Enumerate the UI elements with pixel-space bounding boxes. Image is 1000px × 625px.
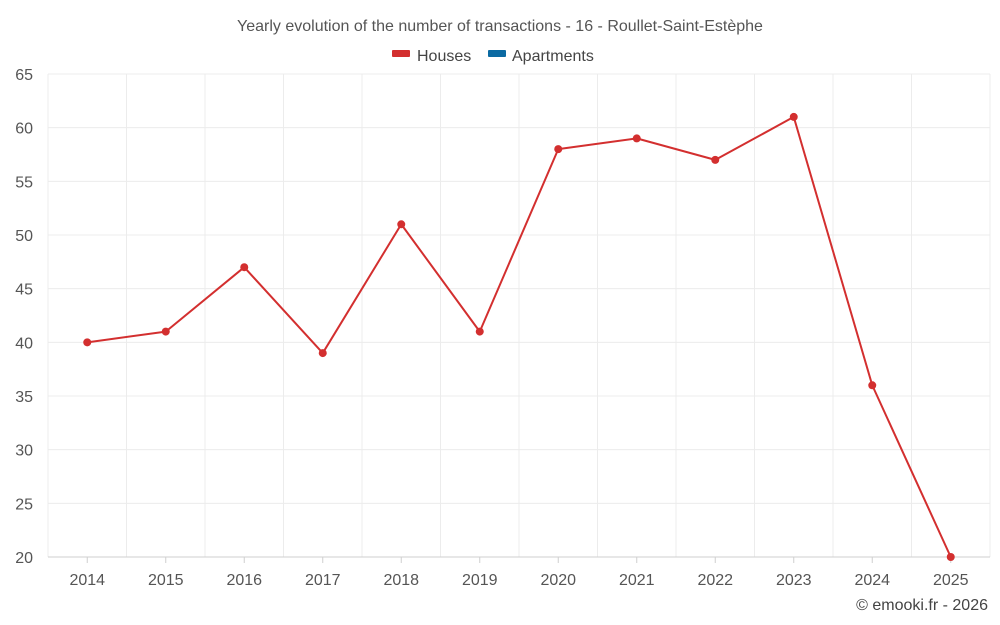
- x-axis: 2014 2015 2016 2017 2018 2019 2020 2021 2022 2023…: [48, 556, 990, 589]
- x-tick-label: 2017: [305, 572, 341, 589]
- data-point-houses-2014[interactable]: [83, 338, 92, 347]
- x-tick-label: 2024: [854, 572, 890, 589]
- legend: Houses Apartments: [392, 48, 594, 65]
- y-tick-label: 30: [15, 443, 33, 460]
- legend-label-apartments: Apartments: [512, 48, 594, 65]
- y-tick-label: 40: [15, 335, 33, 352]
- x-tick-label: 2018: [383, 572, 419, 589]
- y-tick-label: 25: [15, 496, 33, 513]
- data-point-houses-2025[interactable]: [946, 553, 955, 561]
- data-point-houses-2017[interactable]: [318, 349, 327, 358]
- x-tick-label: 2019: [462, 572, 498, 589]
- data-point-houses-2016[interactable]: [240, 263, 249, 272]
- x-tick-label: 2015: [148, 572, 184, 589]
- y-tick-label: 35: [15, 389, 33, 406]
- x-tick-label: 2016: [226, 572, 262, 589]
- x-tick-label: 2023: [776, 572, 812, 589]
- legend-swatch-houses: [392, 50, 410, 57]
- data-point-houses-2024[interactable]: [868, 381, 877, 390]
- x-tick-label: 2021: [619, 572, 655, 589]
- y-tick-label: 45: [15, 282, 33, 299]
- legend-item-houses[interactable]: Houses: [392, 48, 471, 65]
- y-tick-label: 50: [15, 228, 33, 245]
- data-point-houses-2015[interactable]: [161, 327, 170, 336]
- x-tick-label: 2020: [540, 572, 576, 589]
- gridlines: [47, 73, 991, 558]
- y-tick-label: 55: [15, 174, 33, 191]
- data-point-houses-2021[interactable]: [632, 134, 641, 143]
- data-point-houses-2023[interactable]: [789, 112, 798, 121]
- legend-item-apartments[interactable]: Apartments: [488, 48, 594, 65]
- data-point-houses-2020[interactable]: [554, 145, 563, 154]
- legend-swatch-apartments: [488, 50, 506, 57]
- x-tick-label: 2025: [933, 572, 969, 589]
- chart-title: Yearly evolution of the number of transa…: [237, 18, 763, 35]
- series-line-houses: [87, 115, 952, 558]
- y-tick-label: 60: [15, 121, 33, 138]
- x-tick-label: 2022: [697, 572, 733, 589]
- legend-label-houses: Houses: [417, 48, 471, 65]
- x-tick-label: 2014: [69, 572, 105, 589]
- y-tick-label: 65: [15, 67, 33, 84]
- y-tick-label: 20: [15, 550, 33, 567]
- series-houses: [83, 112, 955, 561]
- data-point-houses-2018[interactable]: [397, 220, 406, 229]
- credit-text: © emooki.fr - 2026: [856, 597, 988, 614]
- y-axis: 20 25 30 35 40 45 50 55 60 65: [15, 67, 33, 567]
- data-point-houses-2019[interactable]: [475, 327, 484, 336]
- data-point-houses-2022[interactable]: [711, 155, 720, 164]
